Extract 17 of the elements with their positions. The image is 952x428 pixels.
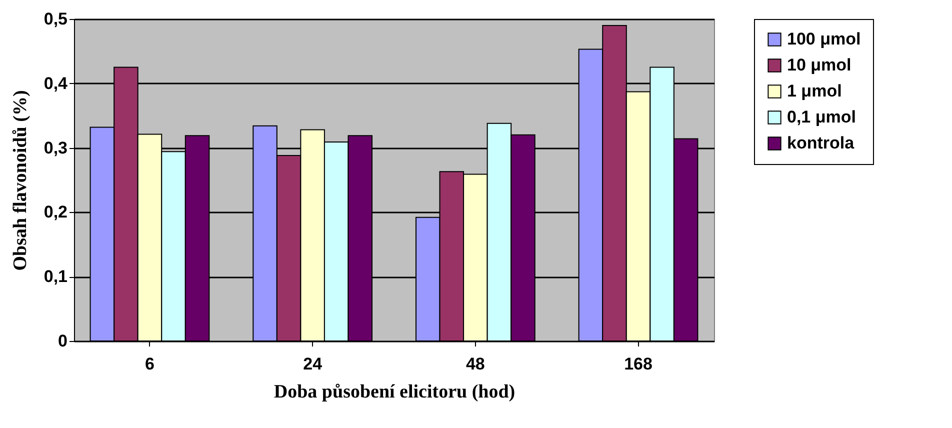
x-tick-label: 168 — [624, 354, 652, 374]
y-tick-label: 0 — [58, 332, 68, 350]
legend-label: 0,1 μmol — [787, 108, 856, 126]
y-tick-label: 0,4 — [44, 74, 68, 93]
y-tick-label: 0,5 — [44, 10, 68, 28]
x-axis-title: Doba působení elicitoru (hod) — [274, 382, 516, 402]
legend-label: 10 μmol — [787, 56, 852, 74]
y-tick-label: 0,2 — [44, 202, 68, 222]
x-tick-label: 48 — [466, 354, 485, 374]
legend-label: kontrola — [787, 134, 855, 152]
x-tick-label: 6 — [144, 354, 154, 374]
x-tick-label: 24 — [303, 354, 323, 374]
legend-label: 1 μmol — [787, 82, 842, 100]
y-tick-label: 0,3 — [44, 138, 68, 158]
y-tick-label: 0,1 — [44, 267, 68, 286]
y-axis-title: Obsah flavonoidů (%) — [10, 90, 31, 271]
legend-label: 100 μmol — [787, 30, 861, 48]
